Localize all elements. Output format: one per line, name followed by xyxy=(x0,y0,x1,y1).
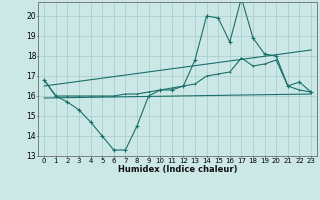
X-axis label: Humidex (Indice chaleur): Humidex (Indice chaleur) xyxy=(118,165,237,174)
